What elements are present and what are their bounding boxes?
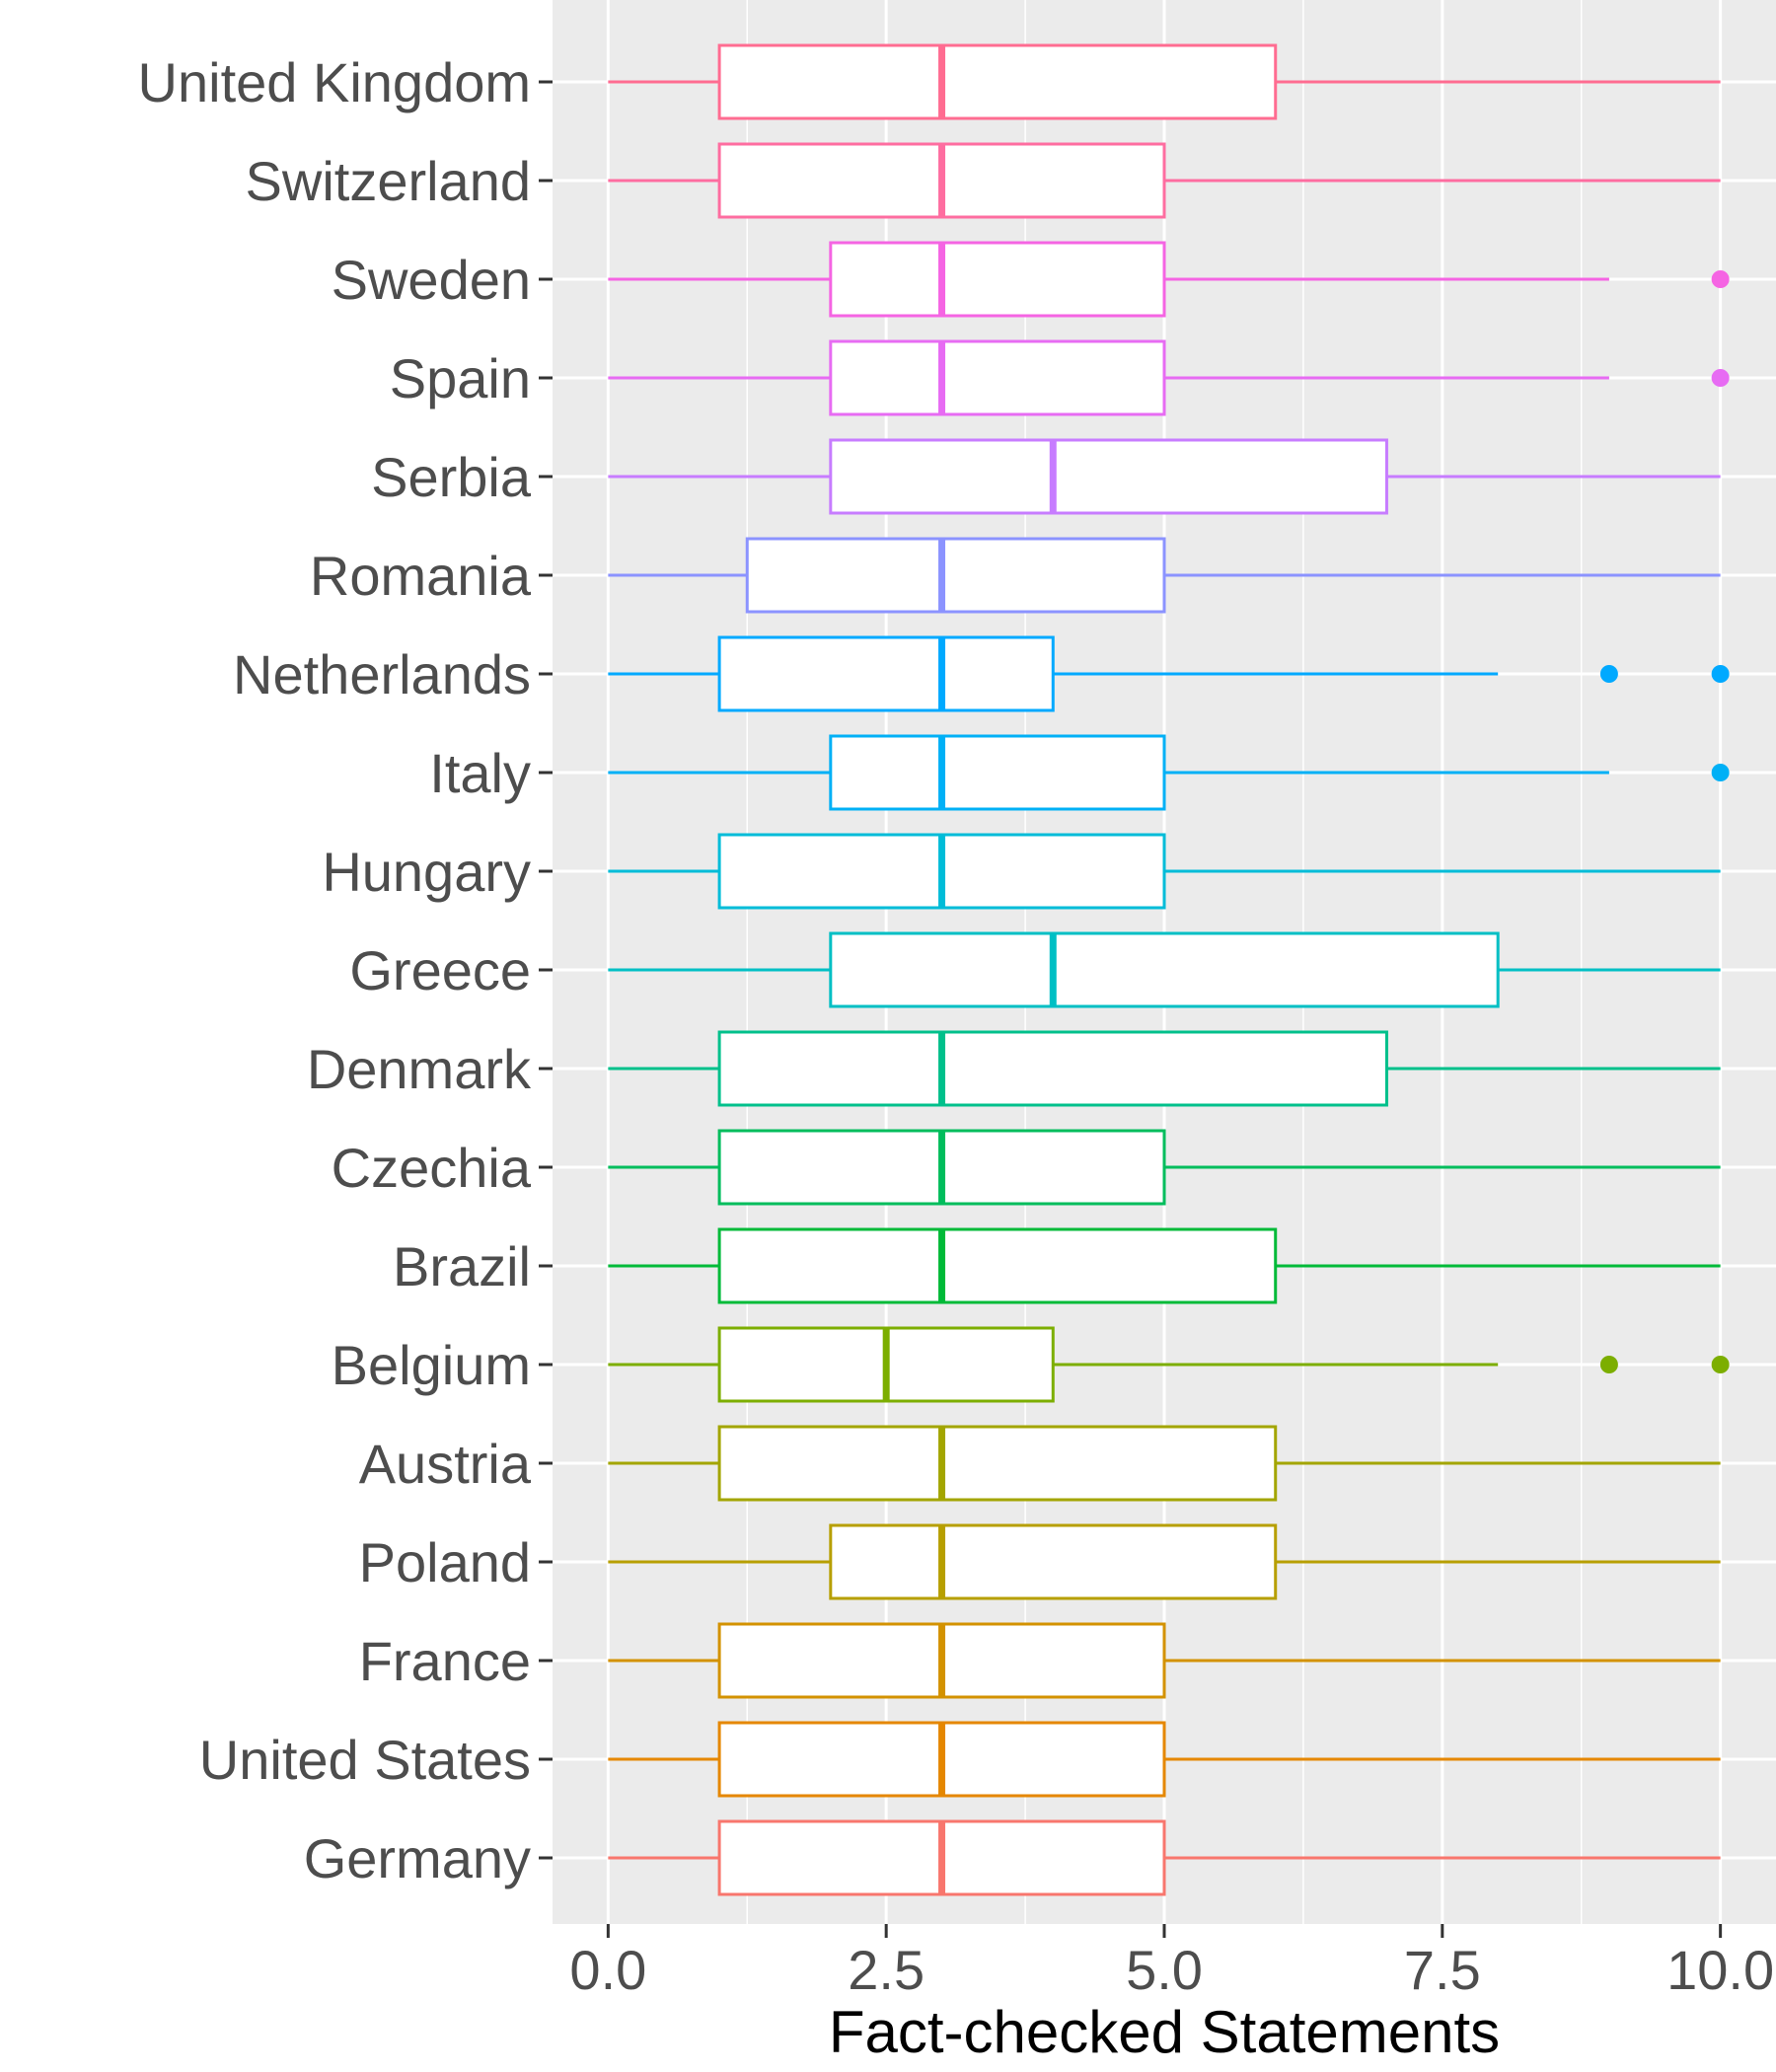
box-body — [717, 1227, 1278, 1304]
x-tick-label: 10.0 — [1666, 1939, 1774, 2001]
outlier-point — [1599, 665, 1618, 683]
box-sweden — [608, 241, 1730, 318]
box-serbia — [608, 438, 1721, 515]
box-denmark — [608, 1030, 1721, 1107]
y-tick-label: Brazil — [393, 1235, 531, 1297]
box-body — [717, 635, 1055, 712]
box-body — [717, 1425, 1278, 1502]
box-body — [745, 537, 1166, 614]
box-france — [608, 1622, 1721, 1699]
y-tick-label: Poland — [359, 1531, 531, 1593]
box-belgium — [608, 1326, 1730, 1403]
box-germany — [608, 1819, 1721, 1896]
y-tick-label: Hungary — [322, 841, 531, 903]
y-tick-label: France — [359, 1630, 531, 1692]
y-tick-label: Romania — [310, 545, 532, 607]
x-tick-label: 5.0 — [1126, 1939, 1203, 2001]
box-greece — [608, 931, 1721, 1008]
box-netherlands — [608, 635, 1730, 712]
box-body — [829, 734, 1166, 811]
boxes — [608, 43, 1730, 1896]
box-switzerland — [608, 142, 1721, 219]
box-body — [829, 339, 1166, 416]
box-body — [829, 1523, 1278, 1600]
outlier-point — [1711, 665, 1730, 683]
box-united-kingdom — [608, 43, 1721, 120]
outlier-point — [1711, 369, 1730, 387]
box-body — [829, 241, 1166, 318]
y-tick-label: Spain — [390, 347, 531, 409]
box-austria — [608, 1425, 1721, 1502]
outlier-point — [1711, 764, 1730, 781]
y-tick-label: Austria — [359, 1433, 532, 1495]
box-body — [717, 1030, 1388, 1107]
box-united-states — [608, 1721, 1721, 1798]
outlier-point — [1599, 1356, 1618, 1373]
y-tick-label: Sweden — [332, 249, 531, 311]
outlier-point — [1711, 1356, 1730, 1373]
box-body — [717, 43, 1278, 120]
box-italy — [608, 734, 1730, 811]
y-tick-label: Belgium — [332, 1334, 531, 1396]
box-czechia — [608, 1129, 1721, 1206]
y-tick-label: Italy — [429, 742, 531, 804]
y-tick-label: Switzerland — [246, 150, 531, 212]
box-body — [829, 438, 1388, 515]
box-poland — [608, 1523, 1721, 1600]
y-tick-label: United States — [199, 1729, 531, 1791]
x-tick-label: 2.5 — [848, 1939, 925, 2001]
box-spain — [608, 339, 1730, 416]
box-romania — [608, 537, 1721, 614]
y-tick-label: United Kingdom — [138, 51, 531, 113]
y-tick-label: Netherlands — [233, 643, 531, 705]
y-tick-label: Denmark — [307, 1038, 532, 1100]
y-tick-label: Serbia — [371, 446, 532, 508]
x-axis-title: Fact-checked Statements — [829, 1999, 1500, 2065]
x-axis: 0.0 2.5 5.0 7.5 10.0 — [569, 1924, 1774, 2001]
x-tick-label: 7.5 — [1404, 1939, 1481, 2001]
box-hungary — [608, 833, 1721, 910]
y-tick-label: Germany — [304, 1827, 531, 1889]
y-tick-label: Greece — [349, 939, 531, 1001]
y-tick-label: Czechia — [332, 1137, 532, 1199]
y-axis: United Kingdom Switzerland Sweden Spain Serb… — [138, 51, 553, 1889]
x-tick-label: 0.0 — [569, 1939, 646, 2001]
box-body — [829, 931, 1500, 1008]
box-brazil — [608, 1227, 1721, 1304]
outlier-point — [1711, 270, 1730, 288]
